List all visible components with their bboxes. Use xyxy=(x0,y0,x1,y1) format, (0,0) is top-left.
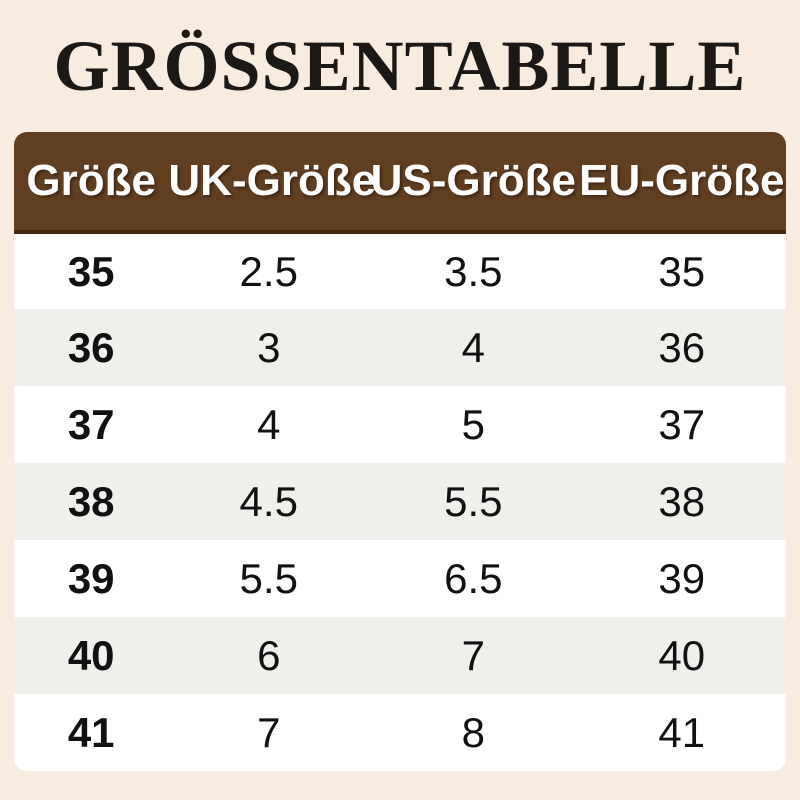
cell-us: 5 xyxy=(369,386,578,463)
cell-us: 6.5 xyxy=(369,540,578,617)
size-table: Größe UK-Größe US-Größe EU-Größe 35 2.5 … xyxy=(14,132,786,771)
table-row: 41 7 8 41 xyxy=(14,694,786,771)
cell-us: 4 xyxy=(369,309,578,386)
column-header-uk-groesse: UK-Größe xyxy=(168,132,376,234)
cell-eu: 36 xyxy=(577,309,786,386)
cell-uk: 7 xyxy=(168,694,370,771)
cell-size: 36 xyxy=(14,309,169,386)
cell-uk: 2.5 xyxy=(168,232,370,309)
size-chart-page: GRÖSSENTABELLE Größe UK-Größe US-Größe E… xyxy=(14,26,786,771)
cell-eu: 39 xyxy=(577,540,786,617)
table-row: 36 3 4 36 xyxy=(14,309,786,386)
table-row: 39 5.5 6.5 39 xyxy=(14,540,786,617)
cell-eu: 40 xyxy=(577,617,786,694)
size-conversion-table: Größe UK-Größe US-Größe EU-Größe 35 2.5 … xyxy=(14,132,786,771)
column-header-eu-groesse: EU-Größe xyxy=(577,132,786,234)
table-row: 35 2.5 3.5 35 xyxy=(14,232,786,309)
cell-uk: 4 xyxy=(168,386,370,463)
table-row: 38 4.5 5.5 38 xyxy=(14,463,786,540)
page-title: GRÖSSENTABELLE xyxy=(53,26,747,106)
cell-uk: 6 xyxy=(168,617,370,694)
cell-us: 8 xyxy=(369,694,578,771)
cell-uk: 4.5 xyxy=(168,463,370,540)
cell-us: 3.5 xyxy=(369,232,578,309)
table-header: Größe UK-Größe US-Größe EU-Größe xyxy=(14,132,786,234)
cell-us: 5.5 xyxy=(369,463,578,540)
cell-uk: 5.5 xyxy=(168,540,370,617)
cell-us: 7 xyxy=(369,617,578,694)
cell-eu: 38 xyxy=(577,463,786,540)
cell-size: 38 xyxy=(14,463,169,540)
table-row: 37 4 5 37 xyxy=(14,386,786,463)
column-header-groesse: Größe xyxy=(14,132,169,234)
table-row: 40 6 7 40 xyxy=(14,617,786,694)
cell-eu: 35 xyxy=(577,232,786,309)
cell-eu: 37 xyxy=(577,386,786,463)
cell-size: 37 xyxy=(14,386,169,463)
table-body: 35 2.5 3.5 35 36 3 4 36 37 4 5 37 xyxy=(14,232,786,771)
cell-size: 35 xyxy=(14,232,169,309)
cell-size: 41 xyxy=(14,694,169,771)
cell-size: 39 xyxy=(14,540,169,617)
header-row: Größe UK-Größe US-Größe EU-Größe xyxy=(14,132,786,234)
cell-size: 40 xyxy=(14,617,169,694)
column-header-us-groesse: US-Größe xyxy=(369,132,578,234)
cell-uk: 3 xyxy=(168,309,370,386)
cell-eu: 41 xyxy=(577,694,786,771)
